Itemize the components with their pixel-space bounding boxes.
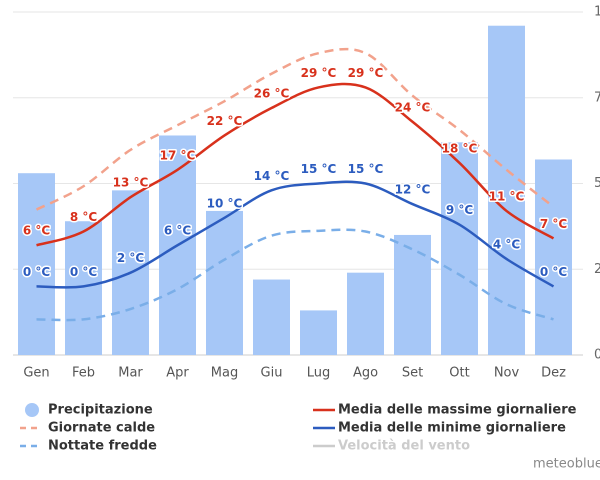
- data-label: 22 °C: [207, 114, 243, 128]
- bar: [253, 279, 290, 355]
- x-tick-label: Ago: [353, 366, 378, 381]
- data-label: 8 °C: [70, 210, 98, 224]
- credit: meteoblue: [533, 457, 600, 472]
- data-label: 0 °C: [540, 265, 568, 279]
- x-tick-label: Lug: [307, 366, 331, 381]
- data-label: 6 °C: [23, 224, 51, 238]
- data-label: 29 °C: [348, 66, 384, 80]
- data-label: 26 °C: [254, 87, 290, 101]
- bar: [394, 234, 431, 355]
- dashed-line: [35, 47, 555, 211]
- data-label: 11 °C: [489, 189, 525, 203]
- data-label: 10 °C: [207, 196, 243, 210]
- data-label: 12 °C: [395, 183, 431, 197]
- bar: [488, 25, 525, 355]
- bar: [18, 173, 55, 355]
- legend-label: Velocità del vento: [338, 439, 470, 454]
- y2-tick-label: 50: [594, 176, 600, 191]
- data-label: 0 °C: [23, 265, 51, 279]
- y2-tick-label: 0: [594, 348, 600, 363]
- bar: [206, 210, 243, 355]
- data-label: 17 °C: [160, 148, 196, 162]
- x-tick-label: Gen: [23, 366, 49, 381]
- x-tick-label: Feb: [72, 366, 95, 381]
- line: [36, 82, 555, 247]
- x-tick-label: Dez: [541, 366, 566, 381]
- x-tick-label: Mar: [118, 366, 143, 381]
- data-label: 29 °C: [301, 66, 337, 80]
- data-label: 15 °C: [301, 162, 337, 176]
- y2-tick-label: 25: [594, 262, 600, 277]
- data-label: 24 °C: [395, 100, 431, 114]
- x-tick-label: Apr: [166, 366, 189, 381]
- x-tick-label: Nov: [494, 366, 520, 381]
- data-label: 9 °C: [446, 203, 474, 217]
- data-label: 6 °C: [164, 224, 192, 238]
- legend-label: Giornate calde: [48, 421, 155, 436]
- line: [36, 180, 555, 289]
- dashed-line: [36, 228, 554, 322]
- legend-label: Nottate fredde: [48, 439, 157, 454]
- data-label: 7 °C: [540, 217, 568, 231]
- legend-label: Media delle massime giornaliere: [338, 403, 577, 418]
- bar: [347, 272, 384, 355]
- x-tick-label: Mag: [211, 366, 238, 381]
- x-tick-label: Giu: [261, 366, 283, 381]
- x-tick-label: Set: [402, 366, 423, 381]
- legend-label: Media delle minime giornaliere: [338, 421, 566, 436]
- bar: [300, 310, 337, 355]
- data-label: 2 °C: [117, 251, 145, 265]
- legend-label: Precipitazione: [48, 403, 153, 418]
- data-label: 15 °C: [348, 162, 384, 176]
- x-tick-label: Ott: [449, 366, 469, 381]
- data-label: 13 °C: [113, 176, 149, 190]
- y2-tick-label: 75: [594, 90, 600, 105]
- data-label: 0 °C: [70, 265, 98, 279]
- data-label: 14 °C: [254, 169, 290, 183]
- bar: [441, 142, 478, 355]
- bar: [535, 159, 572, 355]
- y2-tick-label: 100: [594, 5, 600, 20]
- data-label: 18 °C: [442, 141, 478, 155]
- data-label: 4 °C: [493, 237, 521, 251]
- legend-swatch: [25, 403, 39, 417]
